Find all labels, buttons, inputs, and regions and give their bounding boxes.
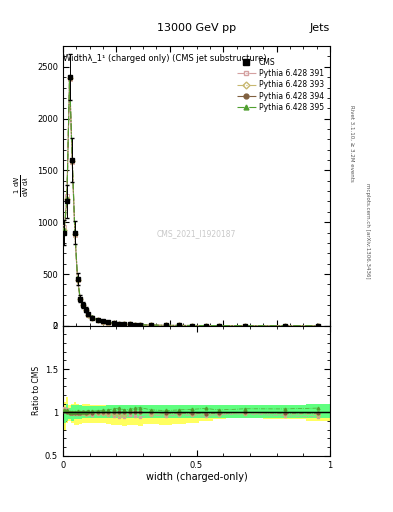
Text: CMS_2021_I1920187: CMS_2021_I1920187 (157, 229, 236, 238)
Text: Jets: Jets (310, 23, 330, 33)
Text: 13000 GeV pp: 13000 GeV pp (157, 23, 236, 33)
Text: Widthλ_1¹ (charged only) (CMS jet substructure): Widthλ_1¹ (charged only) (CMS jet substr… (62, 54, 266, 63)
Y-axis label: $\frac{1}{\mathrm{d}N}\frac{\mathrm{d}N}{\mathrm{d}\lambda}$: $\frac{1}{\mathrm{d}N}\frac{\mathrm{d}N}… (13, 175, 31, 197)
Y-axis label: Ratio to CMS: Ratio to CMS (32, 366, 41, 415)
Text: mcplots.cern.ch [arXiv:1306.3436]: mcplots.cern.ch [arXiv:1306.3436] (365, 183, 370, 278)
Legend: CMS, Pythia 6.428 391, Pythia 6.428 393, Pythia 6.428 394, Pythia 6.428 395: CMS, Pythia 6.428 391, Pythia 6.428 393,… (235, 55, 326, 114)
Text: Rivet 3.1.10, ≥ 3.2M events: Rivet 3.1.10, ≥ 3.2M events (349, 105, 354, 182)
X-axis label: width (charged-only): width (charged-only) (146, 472, 247, 482)
